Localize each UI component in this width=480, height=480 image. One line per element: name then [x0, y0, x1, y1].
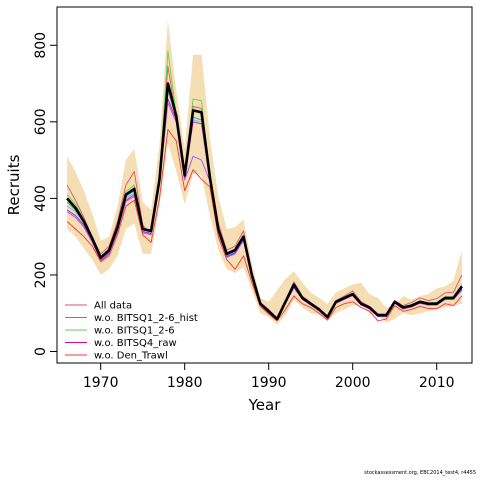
x-tick-label: 2010: [419, 375, 455, 391]
series-line-estimate: [66, 82, 463, 321]
confidence-band: [67, 20, 462, 325]
x-tick-label: 1980: [167, 375, 203, 391]
legend-label: w.o. BITSQ1_2-6: [94, 326, 175, 337]
y-tick-label: 0: [33, 347, 49, 356]
series-layer: [66, 50, 463, 322]
x-tick-label: 1970: [83, 375, 119, 391]
y-tick-label: 600: [33, 108, 49, 135]
plot-frame: [56, 6, 473, 364]
legend-label: All data: [94, 301, 132, 312]
legend-label: w.o. BITSQ1_2-6_hist: [94, 313, 198, 324]
y-axis: 0 200 400 600 800: [33, 32, 57, 356]
x-tick-label: 2000: [335, 375, 371, 391]
confidence-band-layer: [67, 20, 462, 325]
x-tick-label: 1990: [251, 375, 287, 391]
footer-credit: stockassessment.org, EBC2014_test4, r445…: [364, 470, 476, 476]
y-axis-title: Recruits: [5, 154, 23, 215]
series-line-7: [66, 129, 463, 322]
y-tick-label: 800: [33, 32, 49, 59]
x-axis: 1970 1980 1990 2000 2010: [83, 363, 455, 391]
legend-label: w.o. BITSQ4_raw: [94, 338, 177, 349]
legend-label: w.o. Den_Trawl: [94, 351, 168, 362]
y-tick-label: 200: [33, 262, 49, 289]
y-tick-label: 400: [33, 185, 49, 212]
x-axis-title: Year: [248, 396, 282, 414]
